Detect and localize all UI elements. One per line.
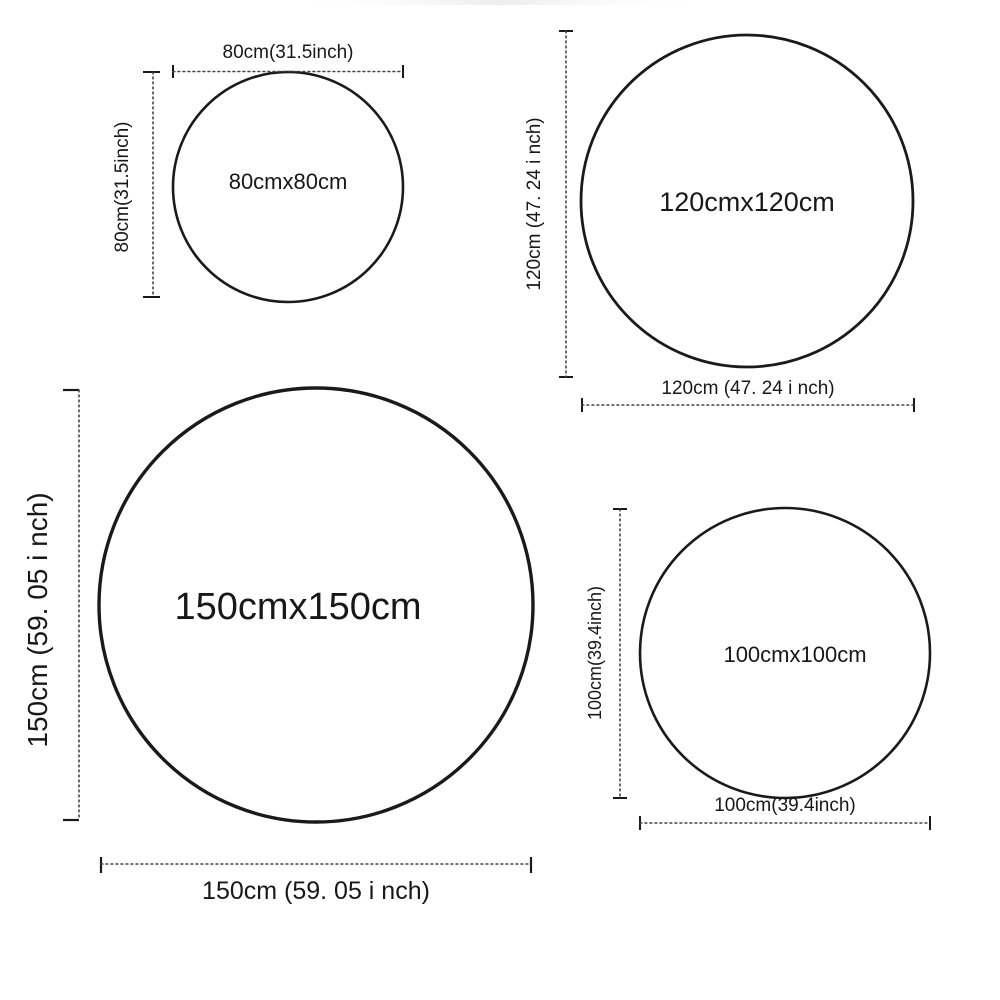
svg-text:100cmx100cm: 100cmx100cm bbox=[723, 642, 866, 667]
svg-text:150cm (59. 05 i nch): 150cm (59. 05 i nch) bbox=[22, 492, 53, 747]
svg-text:100cm(39.4inch): 100cm(39.4inch) bbox=[585, 586, 605, 720]
svg-text:100cm(39.4inch): 100cm(39.4inch) bbox=[714, 795, 856, 816]
svg-text:120cm (47. 24 i nch): 120cm (47. 24 i nch) bbox=[524, 117, 545, 290]
svg-text:80cm(31.5inch): 80cm(31.5inch) bbox=[223, 42, 354, 63]
svg-text:120cmx120cm: 120cmx120cm bbox=[659, 187, 835, 217]
svg-text:150cmx150cm: 150cmx150cm bbox=[174, 586, 421, 628]
svg-text:80cmx80cm: 80cmx80cm bbox=[229, 169, 348, 194]
svg-text:120cm (47. 24 i nch): 120cm (47. 24 i nch) bbox=[661, 378, 834, 399]
svg-text:80cm(31.5inch): 80cm(31.5inch) bbox=[112, 122, 133, 253]
svg-text:150cm (59. 05 i nch): 150cm (59. 05 i nch) bbox=[202, 877, 430, 905]
